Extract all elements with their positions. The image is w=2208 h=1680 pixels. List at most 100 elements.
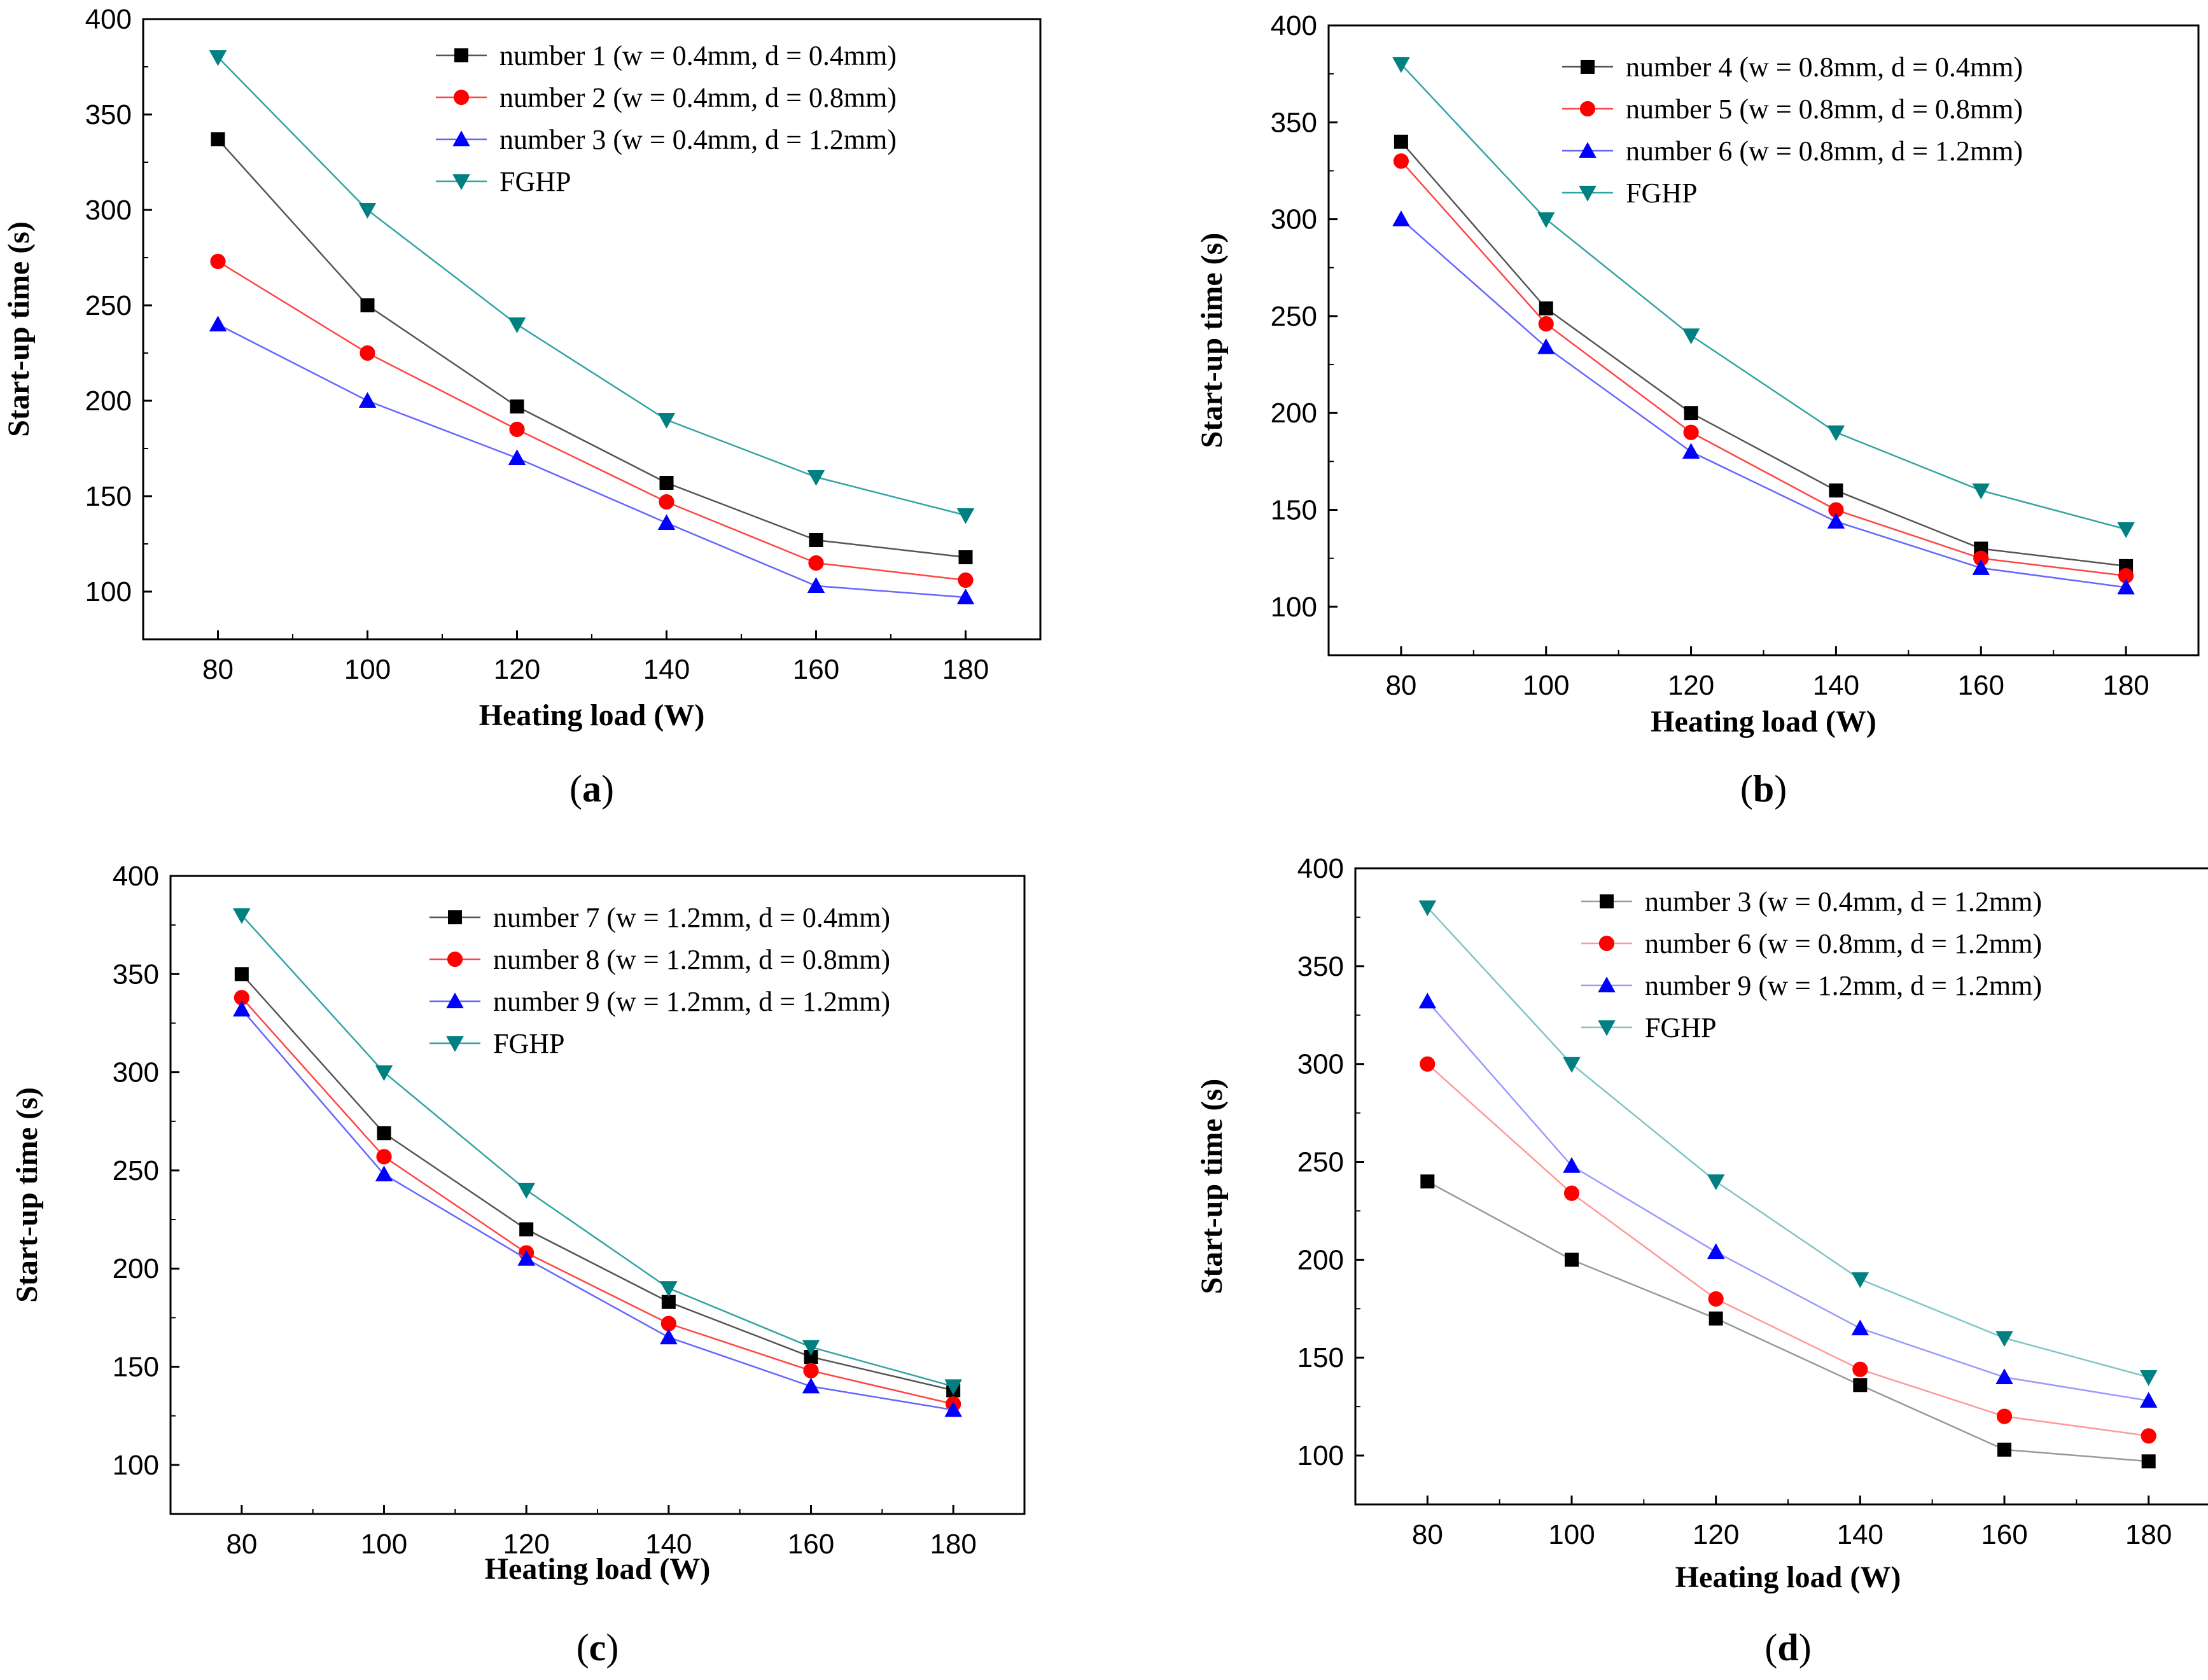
legend-marker-c-4 — [446, 1036, 464, 1052]
legend-marker-b-4 — [1579, 186, 1597, 202]
y-tick-label-c-350: 350 — [113, 959, 159, 990]
y-tick-label-c-300: 300 — [113, 1057, 159, 1088]
legend-marker-b-1 — [1581, 60, 1595, 74]
series-line-b-2 — [1400, 160, 2127, 577]
data-point-a-s4-x140 — [657, 413, 676, 429]
y-tick-label-b-200: 200 — [1271, 398, 1317, 429]
data-point-a-s1-x80 — [211, 132, 225, 146]
x-tick-label-b-120: 120 — [1668, 670, 1714, 701]
legend-marker-d-4 — [1598, 1020, 1616, 1036]
data-point-c-s3-x140 — [660, 1328, 678, 1345]
caption-letter-c: c — [589, 1627, 606, 1669]
x-tick-label-d-120: 120 — [1693, 1519, 1739, 1550]
data-point-b-s3-x120 — [1682, 443, 1700, 459]
legend-label-d-2: number 6 (w = 0.8mm, d = 1.2mm) — [1645, 928, 2042, 959]
y-tick-label-b-350: 350 — [1271, 107, 1317, 138]
x-tick-label-b-100: 100 — [1523, 670, 1569, 701]
y-tick-label-a-200: 200 — [85, 385, 132, 417]
y-tick-label-c-400: 400 — [113, 861, 159, 892]
data-point-c-s3-x180 — [944, 1401, 962, 1417]
data-point-b-s3-x140 — [1827, 513, 1845, 529]
y-tick-label-a-400: 400 — [85, 4, 132, 35]
legend-label-b-1: number 4 (w = 0.8mm, d = 0.4mm) — [1626, 52, 2023, 83]
data-point-a-s3-x180 — [956, 588, 975, 604]
y-tick-label-d-100: 100 — [1297, 1440, 1344, 1471]
legend-marker-b-2 — [1579, 101, 1596, 117]
x-axis-title-a: Heating load (W) — [479, 698, 705, 732]
caption-open-c: ( — [576, 1627, 589, 1669]
legend-label-d-1: number 3 (w = 0.4mm, d = 1.2mm) — [1645, 886, 2042, 917]
data-point-d-s4-x80 — [1418, 900, 1437, 917]
legend-label-a-3: number 3 (w = 0.4mm, d = 1.2mm) — [500, 124, 897, 155]
data-point-b-s4-x160 — [1972, 483, 1990, 499]
caption-close-d: ) — [1799, 1627, 1812, 1669]
data-point-a-s2-x160 — [808, 555, 824, 571]
y-tick-label-b-150: 150 — [1271, 495, 1317, 526]
x-tick-label-a-120: 120 — [494, 654, 540, 685]
y-axis-title-a: Start-up time (s) — [2, 221, 36, 437]
data-point-d-s1-x100 — [1565, 1253, 1579, 1267]
data-point-b-s2-x100 — [1538, 316, 1554, 332]
legend-label-a-2: number 2 (w = 0.4mm, d = 0.8mm) — [500, 82, 897, 113]
legend-label-d-3: number 9 (w = 1.2mm, d = 1.2mm) — [1645, 970, 2042, 1001]
data-point-c-s1-x140 — [661, 1295, 676, 1309]
y-tick-label-d-200: 200 — [1297, 1244, 1344, 1275]
data-point-c-s4-x160 — [802, 1340, 820, 1356]
y-axis-title-b: Start-up time (s) — [1195, 233, 1229, 448]
data-point-c-s4-x100 — [375, 1065, 393, 1081]
series-line-b-1 — [1400, 141, 2127, 567]
data-point-b-s3-x80 — [1392, 210, 1410, 226]
data-point-a-s1-x140 — [659, 476, 674, 490]
series-line-d-2 — [1427, 1063, 2149, 1437]
data-point-d-s3-x160 — [1995, 1368, 2013, 1384]
data-point-b-s3-x180 — [2117, 578, 2135, 595]
data-point-d-s3-x100 — [1563, 1156, 1581, 1173]
data-point-c-s2-x160 — [803, 1363, 819, 1378]
data-point-b-s4-x120 — [1682, 328, 1700, 345]
legend-label-a-1: number 1 (w = 0.4mm, d = 0.4mm) — [500, 40, 897, 71]
data-point-c-s2-x140 — [660, 1316, 676, 1331]
y-tick-label-d-150: 150 — [1297, 1342, 1344, 1373]
data-point-d-s3-x120 — [1707, 1243, 1725, 1260]
y-tick-label-a-100: 100 — [85, 576, 132, 607]
data-point-d-s1-x160 — [1997, 1442, 2011, 1457]
chart-panel-d: 80 100 120 140 160 180 100 150 200 250 300 350 400 He… — [1104, 840, 2208, 1679]
legend-marker-d-3 — [1598, 976, 1616, 992]
x-tick-label-c-140: 140 — [645, 1529, 692, 1560]
legend-label-c-1: number 7 (w = 1.2mm, d = 0.4mm) — [493, 902, 890, 933]
series-line-d-1 — [1427, 1181, 2149, 1462]
data-point-a-s1-x180 — [958, 550, 973, 564]
x-tick-label-c-100: 100 — [361, 1529, 407, 1560]
data-point-b-s1-x140 — [1829, 483, 1843, 498]
chart-panel-b: 80 100 120 140 160 180 100 150 200 250 300 350 400 He… — [1104, 0, 2208, 840]
data-point-b-s3-x160 — [1972, 559, 1990, 575]
chart-d-svg: 80 100 120 140 160 180 100 150 200 250 300 350 400 He… — [1195, 853, 2208, 1669]
data-point-b-s2-x120 — [1683, 424, 1699, 440]
data-point-c-s1-x120 — [519, 1222, 534, 1237]
y-tick-label-d-400: 400 — [1297, 853, 1344, 884]
y-tick-label-b-100: 100 — [1271, 592, 1317, 623]
data-point-a-s2-x120 — [509, 421, 525, 438]
x-tick-label-d-180: 180 — [2125, 1519, 2172, 1550]
data-point-c-s3-x100 — [375, 1165, 393, 1182]
x-tick-label-a-80: 80 — [202, 654, 234, 685]
data-point-d-s4-x180 — [2139, 1370, 2158, 1386]
data-point-d-s2-x80 — [1420, 1056, 1436, 1072]
legend-marker-a-2 — [453, 89, 470, 106]
data-point-a-s2-x180 — [958, 572, 974, 588]
data-point-c-s3-x160 — [802, 1377, 820, 1394]
data-point-b-s2-x160 — [1973, 550, 1989, 566]
data-point-d-s2-x180 — [2141, 1428, 2156, 1444]
data-point-a-s2-x100 — [360, 345, 375, 361]
data-point-a-s3-x160 — [807, 577, 825, 593]
legend-marker-a-1 — [454, 48, 468, 62]
data-point-b-s1-x120 — [1684, 406, 1698, 420]
data-point-a-s4-x120 — [508, 317, 526, 333]
data-point-a-s1-x160 — [809, 533, 823, 547]
x-tick-label-c-80: 80 — [226, 1529, 257, 1560]
data-point-d-s4-x120 — [1707, 1174, 1725, 1191]
chart-c-svg: 80 100 120 140 160 180 100 150 200 250 300 350 400 He… — [10, 861, 1026, 1669]
data-point-a-s1-x100 — [360, 298, 375, 312]
series-line-d-3 — [1427, 1001, 2149, 1402]
x-tick-label-d-80: 80 — [1412, 1519, 1443, 1550]
